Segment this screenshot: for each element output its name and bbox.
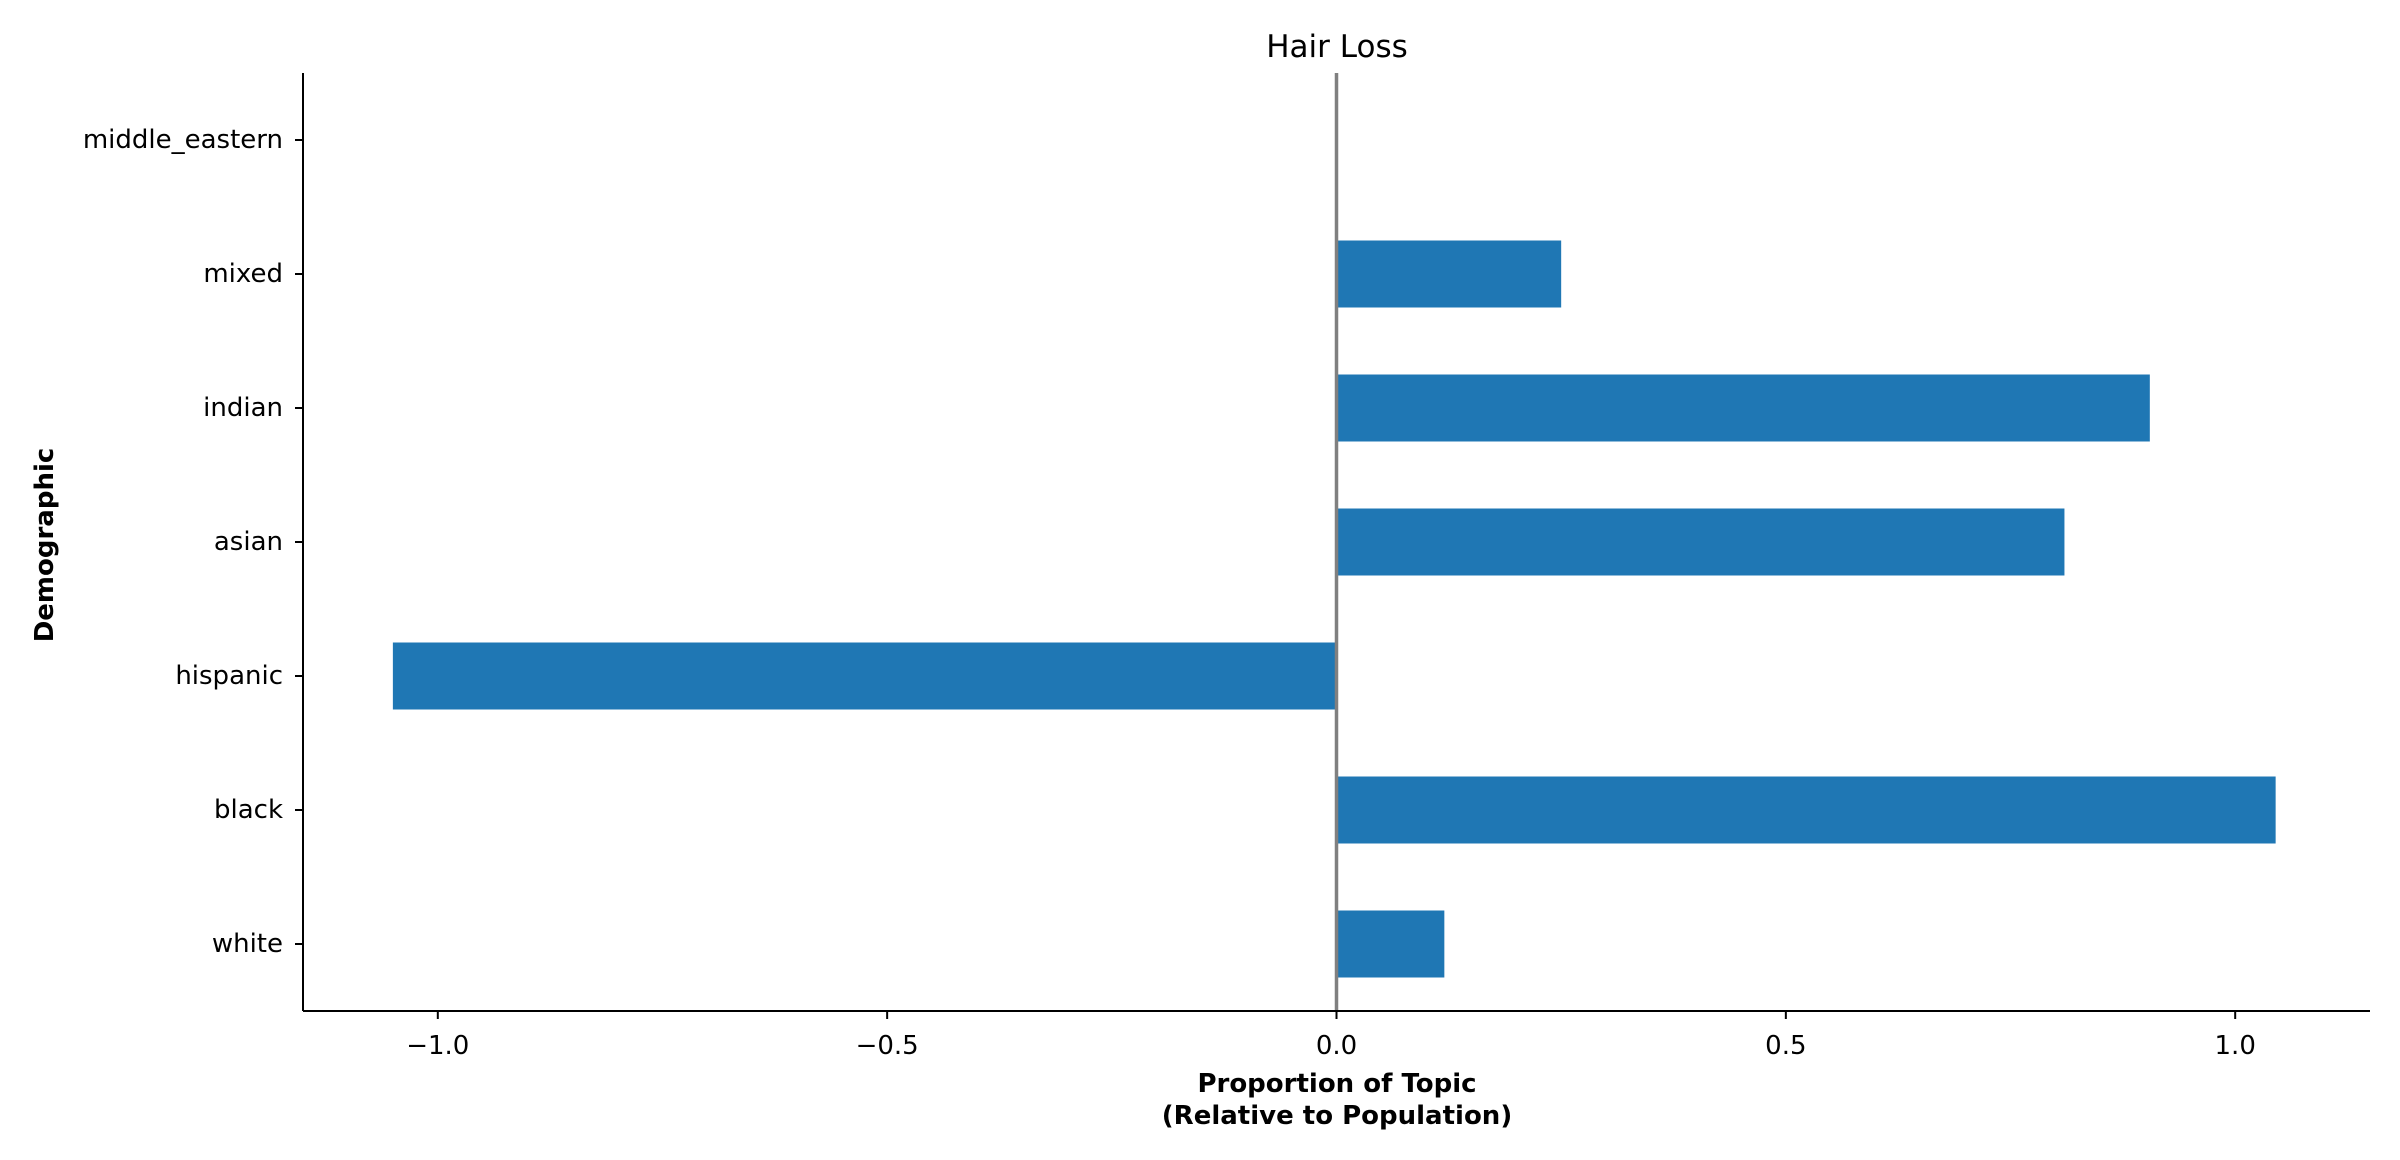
- y-ticks: white black hispanic asian indian mixed middle…: [83, 125, 303, 959]
- bar-mixed: [1336, 240, 1562, 308]
- bar-indian: [1336, 374, 2150, 442]
- y-tick-label: hispanic: [175, 661, 283, 691]
- x-tick-label: 0.5: [1765, 1031, 1806, 1061]
- x-tick-label: 0.0: [1316, 1031, 1357, 1061]
- y-tick-label: asian: [214, 527, 283, 557]
- chart-title: Hair Loss: [1266, 29, 1408, 65]
- bar-hispanic: [392, 642, 1337, 710]
- bars: [392, 240, 2276, 978]
- bar-white: [1336, 910, 1445, 978]
- x-tick-label: −0.5: [856, 1031, 919, 1061]
- y-tick-label: white: [212, 929, 283, 959]
- x-axis-title-line1: Proportion of Topic: [1197, 1069, 1476, 1099]
- y-tick-label: mixed: [203, 259, 283, 289]
- y-tick-label: black: [214, 795, 283, 825]
- x-tick-label: −1.0: [406, 1031, 469, 1061]
- bar-asian: [1336, 508, 2065, 576]
- x-ticks: −1.0 −0.5 0.0 0.5 1.0: [406, 1011, 2256, 1061]
- x-tick-label: 1.0: [2215, 1031, 2256, 1061]
- y-tick-label: indian: [203, 393, 283, 423]
- y-tick-label: middle_eastern: [83, 125, 283, 155]
- y-axis-title: Demographic: [30, 448, 60, 643]
- x-axis-title-line2: (Relative to Population): [1162, 1101, 1512, 1131]
- bar-black: [1336, 776, 2276, 844]
